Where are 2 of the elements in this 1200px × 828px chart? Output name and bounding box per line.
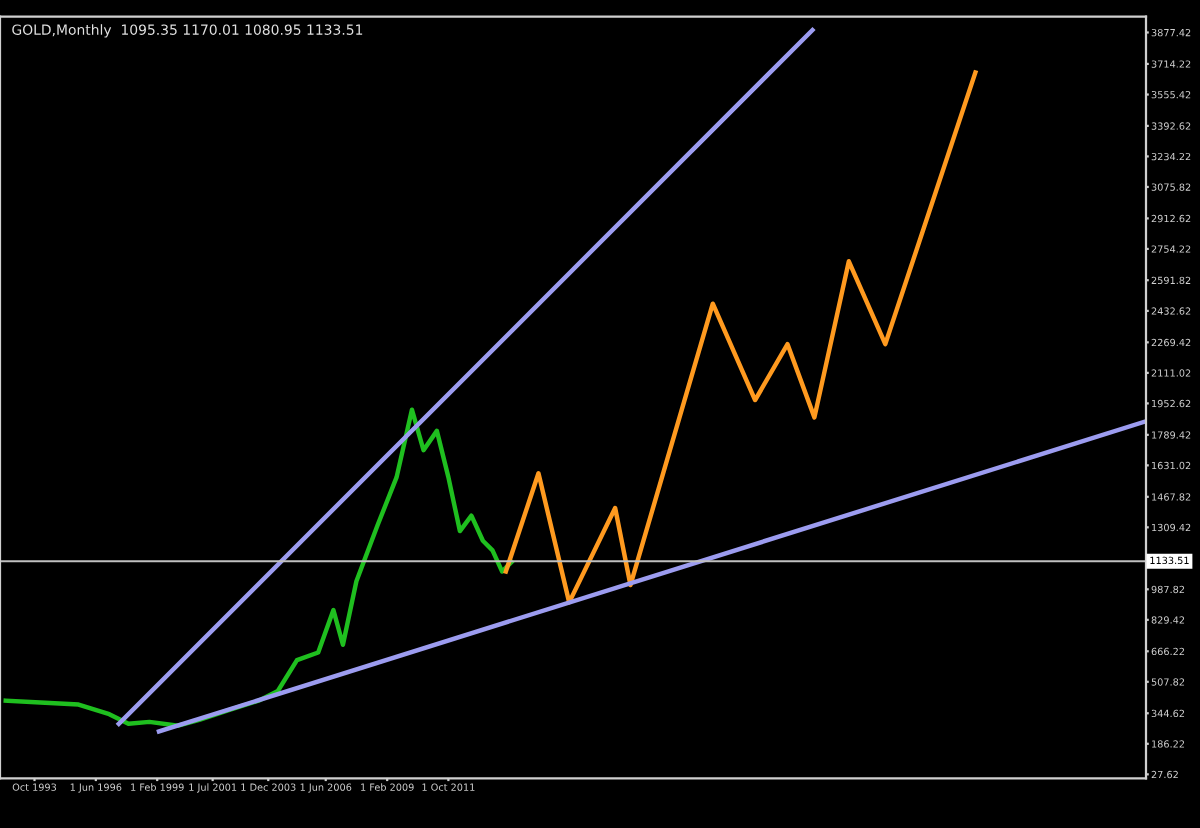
line-series [503, 70, 978, 605]
line-series [3, 407, 514, 728]
